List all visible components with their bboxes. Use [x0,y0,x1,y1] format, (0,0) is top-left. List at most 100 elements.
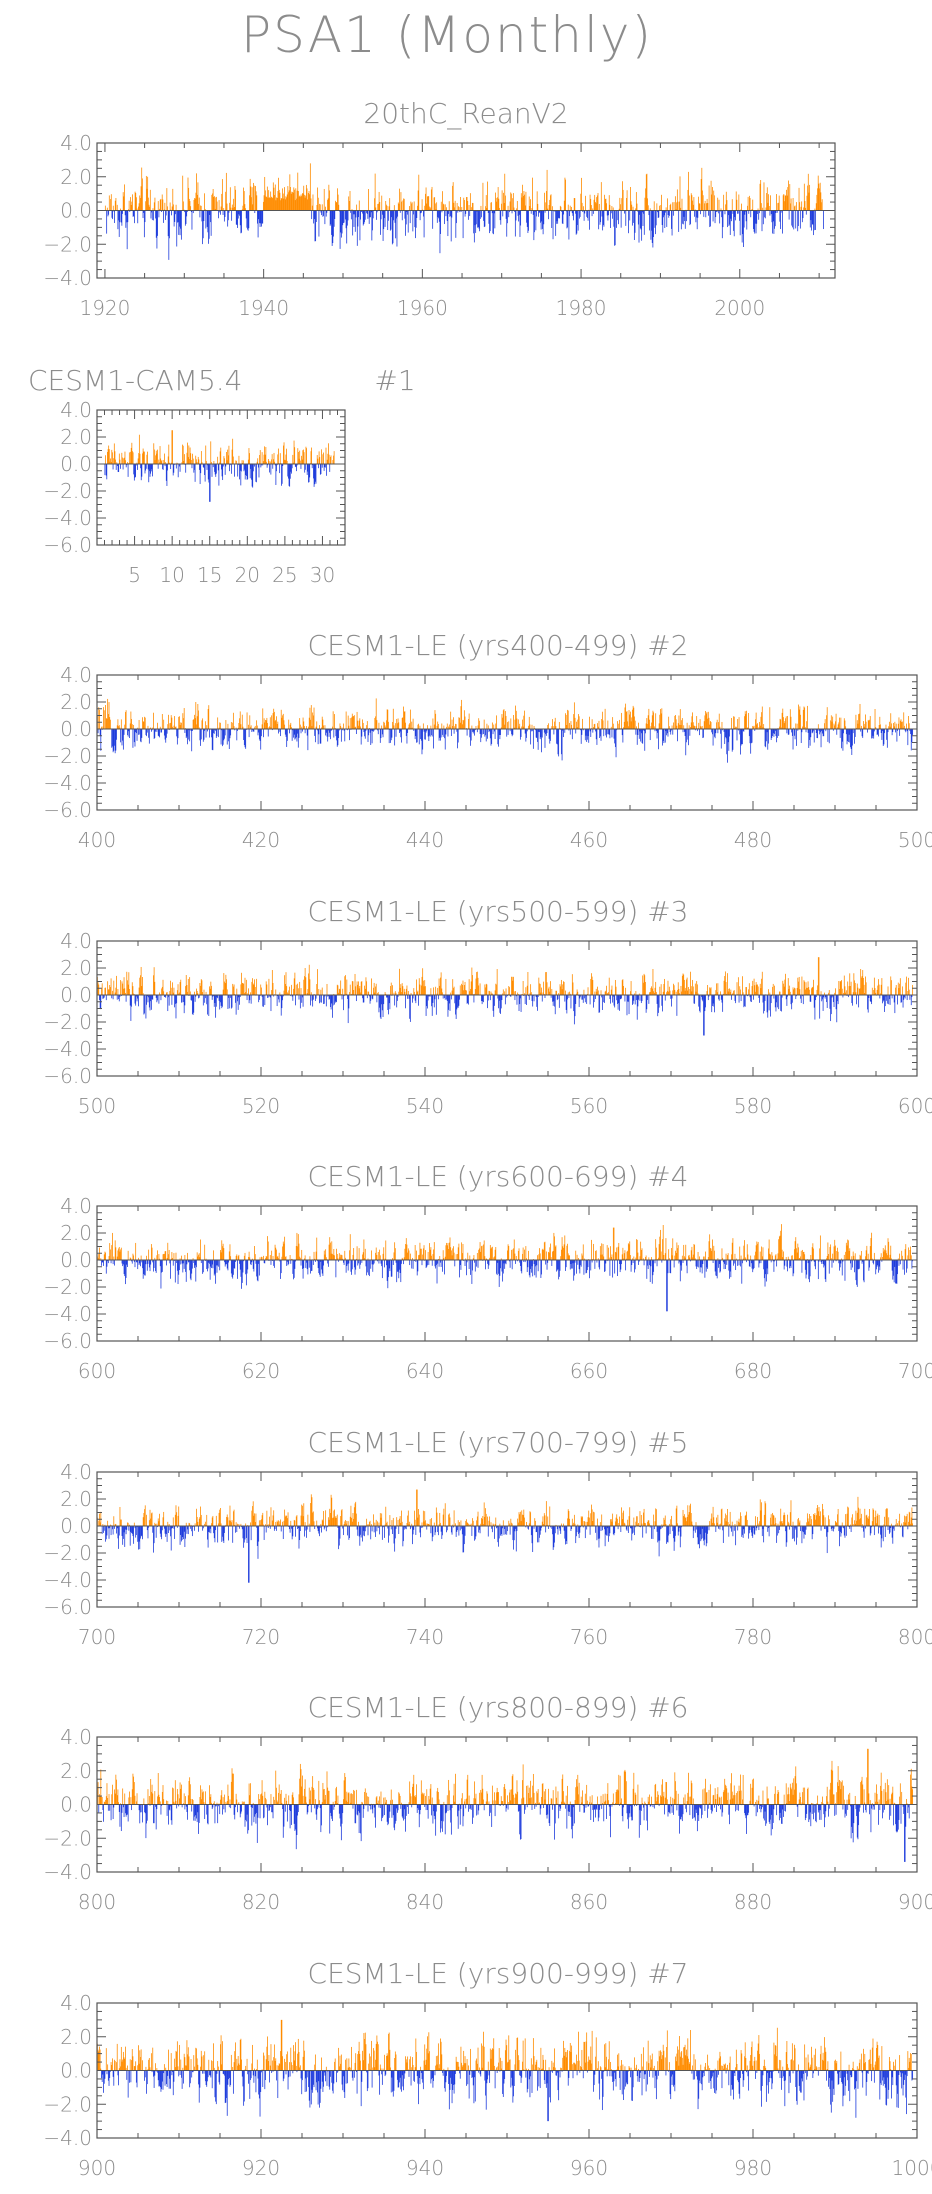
bar [115,987,117,995]
bar [336,1248,337,1260]
bar [491,993,493,995]
bar [237,1256,239,1260]
bar [855,714,857,729]
bar [165,464,167,481]
bar [579,995,581,999]
bar [789,985,791,995]
bar [186,452,188,464]
bar [311,205,313,211]
bar [332,460,334,464]
bar [607,210,609,221]
bar [236,210,238,225]
bar [250,1260,251,1265]
bar [160,729,162,733]
bar [334,727,336,729]
bar [822,729,824,737]
bar [287,186,289,211]
bar [233,1260,235,1269]
bar [888,726,890,729]
bar [895,723,897,729]
bar [197,704,199,729]
bar [587,729,589,737]
bar [148,1249,150,1260]
bar [320,464,322,475]
bar [427,725,428,729]
bar [256,1260,258,1277]
bar [337,188,338,211]
bar [522,184,524,211]
bar [586,210,588,217]
bar [831,721,833,729]
bar [582,1244,584,1260]
bar [235,460,237,464]
bar [170,980,171,995]
bar [452,1248,454,1260]
bar [327,1260,329,1264]
bar [159,992,160,995]
bar [715,210,717,218]
bar [399,1260,400,1270]
bar [628,710,630,729]
bar [498,1260,499,1274]
bar [663,983,665,995]
bar [433,729,434,749]
bar [287,464,289,477]
bar [747,196,749,211]
bar [878,984,880,995]
bar [507,729,509,735]
bar [440,1260,441,1263]
bar [444,1260,445,1275]
bar [387,210,389,231]
bar [696,981,698,995]
bar [667,729,669,737]
bar [443,725,445,729]
bar [417,1260,419,1272]
bar [184,1255,186,1260]
bar [519,729,521,740]
bar [338,204,340,211]
bar [230,464,232,466]
bar [583,1260,585,1275]
bar [280,709,282,729]
bar [719,210,721,212]
bar [388,995,389,1015]
bar [183,1260,184,1264]
bar [304,197,306,211]
bar [542,210,543,229]
bar [104,1251,106,1260]
bar [393,1252,395,1260]
bar [800,995,801,999]
bar [139,729,141,735]
bar [203,989,205,995]
bar [543,1249,545,1260]
bar [201,210,203,222]
bar [122,729,124,750]
bar [534,210,535,233]
bar [760,716,762,729]
bar [769,707,771,729]
bar [723,729,725,732]
bar [759,983,761,995]
bar [383,995,385,1005]
bar [256,464,257,483]
bar [171,995,173,1005]
bar [859,988,861,995]
bar [537,203,539,211]
bar [213,729,214,734]
bar [461,724,463,729]
bar [328,995,330,1000]
bar [846,729,848,745]
bar [595,729,597,740]
bar [411,203,412,211]
bar [867,729,868,733]
bar [236,988,238,995]
bar [349,729,350,741]
bar [394,991,396,995]
bar [503,1260,505,1264]
bar [123,196,125,211]
bar [498,198,500,211]
bar [511,976,513,995]
bar [852,992,854,995]
bar [308,964,310,995]
bar [824,992,825,995]
